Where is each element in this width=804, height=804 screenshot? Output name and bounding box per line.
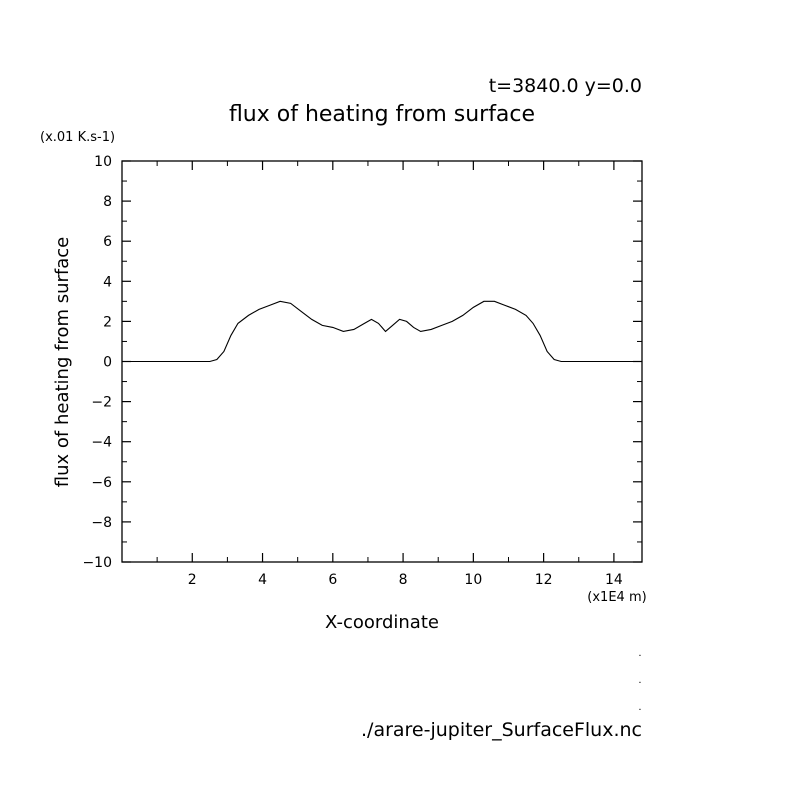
y-tick-label: 6	[103, 234, 112, 250]
x-tick-label: 10	[464, 572, 482, 588]
y-tick-label: −8	[91, 515, 112, 531]
y-tick-label: −10	[82, 555, 112, 571]
y-unit-label: (x.01 K.s-1)	[40, 130, 115, 145]
y-tick-label: −2	[91, 395, 112, 411]
y-tick-label: 10	[94, 154, 112, 170]
y-tick-label: −6	[91, 475, 112, 491]
footer-mark: .	[638, 702, 641, 713]
x-tick-label: 8	[399, 572, 408, 588]
y-tick-label: −4	[91, 435, 112, 451]
x-tick-label: 12	[535, 572, 553, 588]
y-axis-label: flux of heating from surface	[52, 237, 73, 487]
y-tick-label: 0	[103, 355, 112, 371]
x-tick-label: 2	[188, 572, 197, 588]
y-tick-labels: −10 −8 −6 −4 −2 0 2 4 6 8 10	[82, 154, 112, 571]
y-tick-label: 4	[103, 274, 112, 290]
footer-mark: .	[638, 648, 641, 659]
x-ticks	[156, 161, 615, 562]
source-filename: ./arare-jupiter_SurfaceFlux.nc	[361, 719, 642, 741]
y-tick-label: 8	[103, 194, 112, 210]
x-unit-label: (x1E4 m)	[587, 590, 646, 605]
chart-header: t=3840.0 y=0.0	[489, 75, 642, 97]
x-tick-label: 14	[605, 572, 623, 588]
x-tick-label: 4	[258, 572, 267, 588]
x-axis-label: X-coordinate	[325, 612, 439, 633]
series-line	[122, 300, 642, 363]
chart-title: flux of heating from surface	[229, 102, 535, 127]
footer-mark: .	[638, 675, 641, 686]
x-tick-labels: 2 4 6 8 10 12 14	[188, 572, 623, 588]
x-tick-label: 6	[328, 572, 337, 588]
y-tick-label: 2	[103, 314, 112, 330]
